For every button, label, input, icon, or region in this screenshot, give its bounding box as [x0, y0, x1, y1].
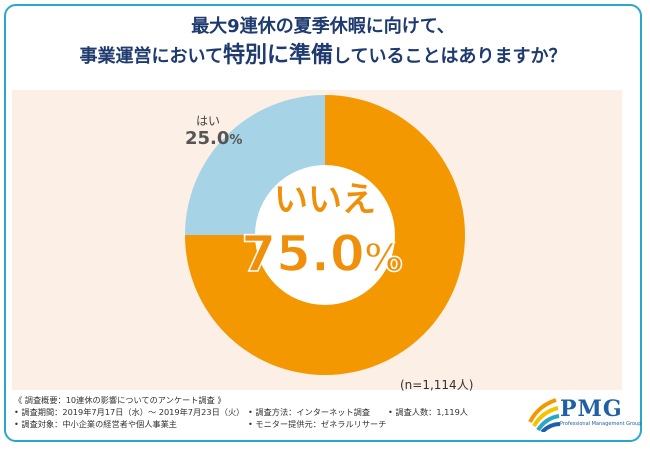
- title-line-2-part2: していることはありますか？: [333, 46, 567, 67]
- survey-heading: 《 調査概要：10連休の影響についてのアンケート調査 》: [14, 395, 226, 405]
- yes-slice-value: 25.0%: [185, 128, 242, 149]
- survey-target: • 調査対象：中小企業の経営者や個人事業主: [14, 419, 177, 429]
- pmg-logo: PMG Professional Management Group: [526, 396, 641, 434]
- survey-target-row: • 調査対象：中小企業の経営者や個人事業主 • モニター提供元：ゼネラルリサーチ: [14, 418, 386, 430]
- yes-value-pct: %: [229, 133, 243, 148]
- sample-size-note: (n=1,114人): [400, 378, 474, 392]
- survey-method: • 調査方法：インターネット調査: [248, 407, 371, 417]
- title-line-1: 最大9連休の夏季休暇に向けて、: [191, 16, 455, 37]
- no-value-number: 75.0: [241, 224, 366, 284]
- survey-summary: 《 調査概要：10連休の影響についてのアンケート調査 》 • 調査期間：2019…: [14, 394, 468, 430]
- survey-count: • 調査人数：1,119人: [388, 407, 468, 417]
- title-line-2: 事業運営において特別に準備していることはありますか？: [6, 41, 640, 71]
- title-line-2-part1: 事業運営において: [79, 46, 223, 67]
- donut-hole: [255, 165, 395, 305]
- survey-period: • 調査期間：2019年7月17日（水）～ 2019年7月23日（火）: [14, 407, 245, 417]
- title-emphasis: 特別に準備: [222, 43, 333, 68]
- pmg-logo-icon: [528, 398, 561, 434]
- yes-value-number: 25.0: [185, 128, 230, 149]
- page-title: 最大9連休の夏季休暇に向けて、 事業運営において特別に準備していることはあります…: [6, 12, 640, 71]
- no-value-pct: %: [364, 235, 404, 281]
- survey-provider: • モニター提供元：ゼネラルリサーチ: [248, 419, 387, 429]
- logo-subtitle: Professional Management Group: [560, 421, 642, 427]
- no-slice-value: 75.0%: [222, 224, 422, 288]
- no-slice-label: いいえ: [274, 180, 376, 220]
- survey-period-row: • 調査期間：2019年7月17日（水）～ 2019年7月23日（火） • 調査…: [14, 406, 468, 418]
- yes-slice-label: はい: [196, 114, 221, 128]
- logo-name: PMG: [560, 396, 623, 422]
